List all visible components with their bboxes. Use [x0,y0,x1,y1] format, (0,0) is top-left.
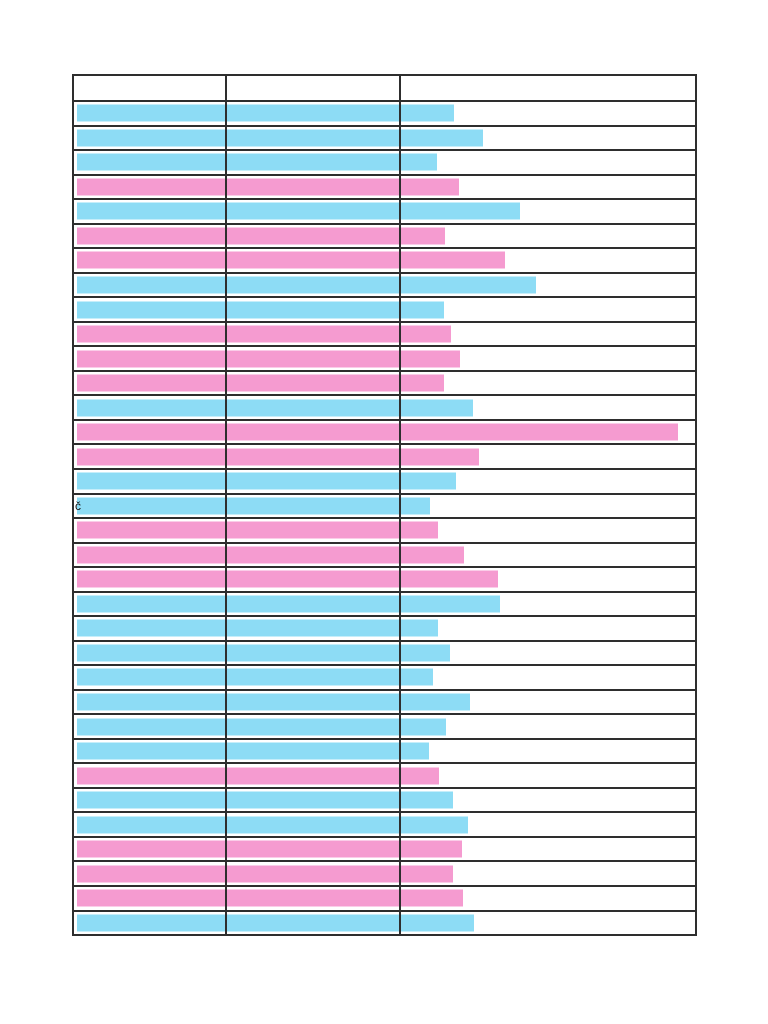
row-label: č [75,498,81,513]
table-row [74,715,695,740]
table-row [74,813,695,838]
table-row [74,151,695,176]
blue-bar [77,595,500,613]
table-row [74,396,695,421]
blue-bar [77,202,520,220]
column-divider-2 [399,76,401,934]
table-row [74,273,695,299]
table-rows: č [74,102,695,935]
table-row [74,126,695,152]
pink-bar [77,865,453,883]
table-row: č [74,494,695,520]
blue-bar [77,914,474,932]
blue-bar [77,497,430,515]
pink-bar [77,767,439,785]
blue-bar [77,742,429,760]
blue-bar [77,718,446,736]
pink-bar [77,227,445,245]
pink-bar [77,521,438,539]
table-row [74,445,695,470]
pink-bar [77,178,459,196]
table-row [74,887,695,912]
blue-bar [77,301,444,319]
table-row [74,666,695,691]
pink-bar [77,423,678,441]
table-row [74,788,695,814]
table-row [74,568,695,593]
blue-bar [77,693,470,711]
table-row [74,911,695,935]
blue-bar [77,668,433,686]
blue-bar [77,644,450,662]
blue-bar [77,619,438,637]
pink-bar [77,325,451,343]
table-row [74,224,695,250]
table-row [74,862,695,887]
table-row [74,102,695,127]
table-row [74,322,695,348]
table-row [74,469,695,495]
table-row [74,543,695,569]
blue-bar [77,816,468,834]
pink-bar [77,840,462,858]
table-row [74,690,695,716]
pink-bar [77,570,498,588]
pink-bar [77,546,464,564]
table-row [74,739,695,765]
table-row [74,200,695,225]
table-row [74,519,695,544]
pink-bar [77,374,444,392]
blue-bar [77,472,456,490]
blue-bar [77,791,453,809]
table-row [74,298,695,323]
blue-bar [77,399,473,417]
table-row [74,592,695,618]
table-header-row [74,76,695,102]
table-row [74,371,695,397]
table-row [74,420,695,446]
blue-bar [77,129,483,147]
pink-bar [77,251,505,269]
table-row [74,347,695,372]
pink-bar [77,350,460,368]
table-row [74,175,695,201]
pink-bar [77,448,479,466]
column-divider-1 [225,76,227,934]
blue-bar [77,153,437,171]
bar-table: č [72,74,697,936]
pink-bar [77,889,463,907]
table-row [74,764,695,789]
blue-bar [77,276,536,294]
table-row [74,641,695,667]
blue-bar [77,104,454,122]
table-row [74,617,695,642]
table-row [74,249,695,274]
table-row [74,837,695,863]
